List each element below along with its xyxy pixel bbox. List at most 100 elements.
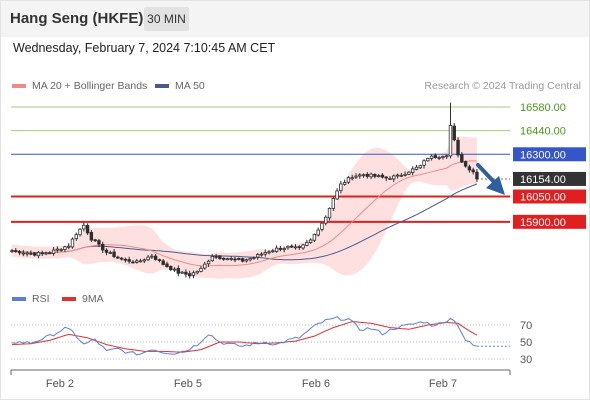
- rsi-level-label-70: 70: [520, 320, 532, 332]
- candle-body: [14, 250, 18, 252]
- x-tick-label: Feb 6: [302, 378, 330, 390]
- candle-body: [456, 139, 460, 156]
- candle-body: [108, 252, 112, 254]
- candle-body: [101, 243, 105, 251]
- candle-body: [51, 249, 56, 254]
- candle-body: [361, 174, 366, 177]
- rsi-line: [11, 316, 478, 356]
- candle-body: [376, 175, 381, 178]
- candle-body: [433, 155, 438, 158]
- rsi-legend-label: RSI: [32, 293, 50, 305]
- current-price-label: 16154.00: [520, 174, 566, 186]
- candle-body: [199, 267, 203, 272]
- candle-body: [410, 168, 415, 173]
- candle-body: [48, 252, 52, 255]
- arrow-shaft: [476, 163, 497, 185]
- candle-body: [327, 207, 332, 219]
- candle-body: [74, 234, 78, 240]
- candle-body: [384, 176, 388, 179]
- candle-body: [403, 173, 407, 176]
- candle-body: [354, 175, 358, 178]
- candle-body: [278, 247, 283, 250]
- candle-body: [414, 166, 419, 170]
- candle-body: [392, 175, 396, 180]
- ma20-line: [11, 160, 477, 267]
- candle-body: [55, 248, 60, 251]
- candle-body: [10, 250, 14, 252]
- candle-body: [255, 254, 260, 258]
- candle-body: [78, 228, 82, 236]
- candle-body: [252, 257, 256, 259]
- candle-body: [229, 258, 233, 260]
- candle-body: [467, 166, 472, 171]
- level-label-16440.00: 16440.00: [520, 126, 566, 138]
- level-label-16580.00: 16580.00: [520, 102, 566, 114]
- candle-body: [119, 257, 124, 260]
- candle-body: [407, 171, 411, 175]
- candle-body: [244, 259, 249, 262]
- candle-body: [116, 256, 120, 259]
- candle-body: [25, 252, 29, 255]
- rsi-legend-swatch: [12, 297, 26, 301]
- candle-body: [59, 249, 63, 251]
- candle-body: [429, 155, 434, 159]
- level-label-15900.00-bg: [513, 214, 586, 229]
- ma50-legend-swatch: [155, 84, 169, 88]
- rsi-level-label-30: 30: [520, 354, 532, 366]
- candle-body: [210, 256, 215, 262]
- candle-body: [305, 242, 309, 246]
- candle-body: [138, 260, 143, 263]
- candle-body: [358, 174, 362, 177]
- candle-body: [312, 233, 317, 241]
- candle-body: [184, 271, 188, 275]
- candle-body: [475, 171, 479, 180]
- candle-body: [169, 265, 173, 270]
- rsi-panel: 70 50 30: [11, 316, 532, 366]
- bollinger-bands: [12, 136, 477, 279]
- candle-body: [112, 251, 116, 257]
- timeframe-button[interactable]: 30 MIN: [144, 7, 189, 31]
- candle-body: [93, 239, 97, 242]
- arrow-head: [486, 176, 505, 195]
- candle-body: [142, 259, 146, 262]
- candle-body: [316, 229, 320, 236]
- ma9-legend-label: 9MA: [82, 293, 104, 305]
- candle-body: [131, 261, 135, 264]
- bollinger-band-fill: [12, 136, 477, 279]
- candle-body: [301, 244, 305, 249]
- candle-body: [135, 260, 139, 263]
- candle-body: [221, 257, 226, 260]
- candle-body: [399, 174, 404, 177]
- candle-body: [373, 173, 377, 177]
- candle-body: [471, 169, 475, 173]
- candle-body: [426, 158, 430, 162]
- candle-body: [29, 252, 33, 255]
- candle-body: [248, 258, 252, 261]
- candle-body: [153, 255, 158, 260]
- candle-body: [44, 252, 48, 255]
- candle-body: [187, 273, 192, 277]
- candle-body: [67, 245, 71, 248]
- candle-body: [441, 155, 445, 158]
- ma9-legend-swatch: [62, 297, 76, 301]
- candle-body: [233, 258, 237, 261]
- candle-body: [214, 255, 218, 258]
- candle-body: [161, 260, 165, 265]
- candles: [10, 102, 479, 279]
- candle-body: [40, 252, 44, 255]
- level-label-16050.00-bg: [513, 189, 586, 204]
- ma20-legend-label: MA 20 + Bollinger Bands: [32, 80, 148, 92]
- candle-body: [365, 173, 370, 177]
- candle-body: [17, 251, 22, 254]
- candle-body: [32, 252, 37, 256]
- moving-averages: [11, 160, 478, 267]
- candle-body: [191, 272, 196, 276]
- x-tick-label: Feb 7: [429, 378, 457, 390]
- datetime-label: Wednesday, February 7, 2024 7:10:45 AM C…: [13, 41, 276, 55]
- candle-body: [297, 246, 301, 249]
- chart-header: [1, 1, 589, 37]
- ma20-legend-swatch: [12, 84, 26, 88]
- candle-body: [369, 173, 373, 178]
- current-price-label-bg: [513, 171, 586, 186]
